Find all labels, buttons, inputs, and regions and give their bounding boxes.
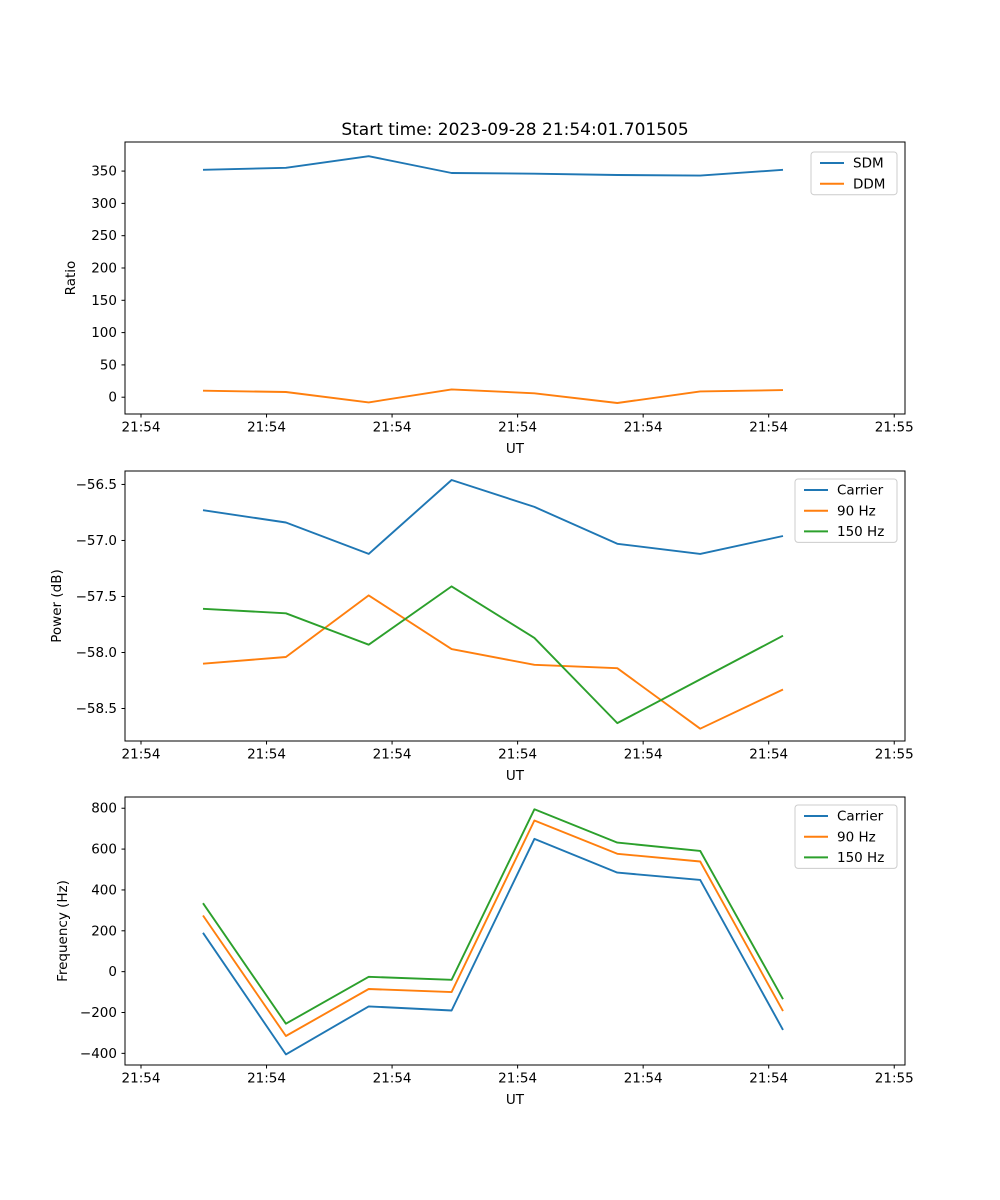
x-tick-label: 21:54: [247, 420, 286, 436]
legend-label: SDM: [853, 156, 884, 172]
series-line-carrier: [202, 479, 784, 555]
x-tick-label: 21:54: [624, 1071, 663, 1087]
axes-frame: [124, 141, 906, 415]
y-tick-label: 50: [100, 357, 117, 373]
x-tick-label: 21:54: [749, 747, 788, 763]
frequency-x-axis-label: UT: [505, 1092, 525, 1108]
power-x-axis-label: UT: [505, 768, 525, 784]
series-line-90-hz: [202, 819, 784, 1037]
x-tick-label: 21:54: [122, 420, 161, 436]
x-tick-label: 21:54: [749, 1071, 788, 1087]
series-line-sdm: [202, 155, 784, 177]
power-chart: 21:54 21:54 21:54 21:54 21:54 21:54 21:55 −58.5…: [76, 470, 914, 763]
y-tick-label: −56.5: [76, 477, 117, 493]
legend-label: 150 Hz: [837, 524, 884, 540]
x-tick-label: 21:54: [498, 747, 537, 763]
y-tick-label: 200: [91, 923, 117, 939]
y-tick-label: 100: [91, 325, 117, 341]
x-tick-label: 21:55: [875, 1071, 914, 1087]
ratio-chart: 21:54 21:54 21:54 21:54 21:54 21:54 21:55 0 50 10…: [91, 141, 914, 436]
legend-label: Carrier: [837, 809, 884, 825]
y-tick-label: 200: [91, 260, 117, 276]
x-tick-label: 21:54: [498, 1071, 537, 1087]
x-tick-label: 21:54: [247, 1071, 286, 1087]
x-tick-label: 21:54: [749, 420, 788, 436]
legend-box: [794, 478, 898, 543]
x-tick-label: 21:55: [875, 747, 914, 763]
y-tick-label: 800: [91, 801, 117, 817]
legend-label: 150 Hz: [837, 850, 884, 866]
frequency-chart: 21:54 21:54 21:54 21:54 21:54 21:54 21:55 −400 −…: [80, 796, 914, 1087]
x-tick-label: 21:54: [122, 747, 161, 763]
series-line-150-hz: [202, 585, 784, 725]
x-tick-label: 21:54: [624, 747, 663, 763]
y-tick-label: −57.0: [76, 533, 117, 549]
y-tick-label: 300: [91, 196, 117, 212]
series-line-90-hz: [202, 594, 784, 730]
x-tick-label: 21:54: [498, 420, 537, 436]
y-tick-label: 0: [108, 964, 117, 980]
y-tick-label: 150: [91, 293, 117, 309]
legend-label: DDM: [853, 176, 885, 192]
y-tick-label: −200: [80, 1005, 117, 1021]
axes-frame: [124, 796, 906, 1066]
y-tick-label: 350: [91, 164, 117, 180]
ratio-x-axis-label: UT: [505, 441, 525, 457]
x-tick-label: 21:54: [624, 420, 663, 436]
y-tick-label: −58.0: [76, 645, 117, 661]
legend-label: 90 Hz: [837, 503, 876, 519]
y-tick-label: 0: [108, 390, 117, 406]
x-tick-label: 21:54: [247, 747, 286, 763]
y-tick-label: −57.5: [76, 589, 117, 605]
figure-title: Start time: 2023-09-28 21:54:01.701505: [341, 120, 689, 140]
x-tick-label: 21:54: [373, 1071, 412, 1087]
x-tick-label: 21:54: [122, 1071, 161, 1087]
x-tick-label: 21:54: [373, 747, 412, 763]
series-line-ddm: [202, 388, 784, 404]
x-tick-label: 21:55: [875, 420, 914, 436]
legend-label: 90 Hz: [837, 829, 876, 845]
series-line-carrier: [202, 837, 784, 1056]
y-tick-label: 600: [91, 842, 117, 858]
legend-box: [794, 804, 898, 869]
legend-label: Carrier: [837, 483, 884, 499]
x-tick-label: 21:54: [373, 420, 412, 436]
y-tick-label: 400: [91, 882, 117, 898]
axes-frame: [124, 470, 906, 742]
y-tick-label: −400: [80, 1046, 117, 1062]
y-tick-label: −58.5: [76, 701, 117, 717]
series-line-150-hz: [202, 808, 784, 1025]
y-tick-label: 250: [91, 228, 117, 244]
